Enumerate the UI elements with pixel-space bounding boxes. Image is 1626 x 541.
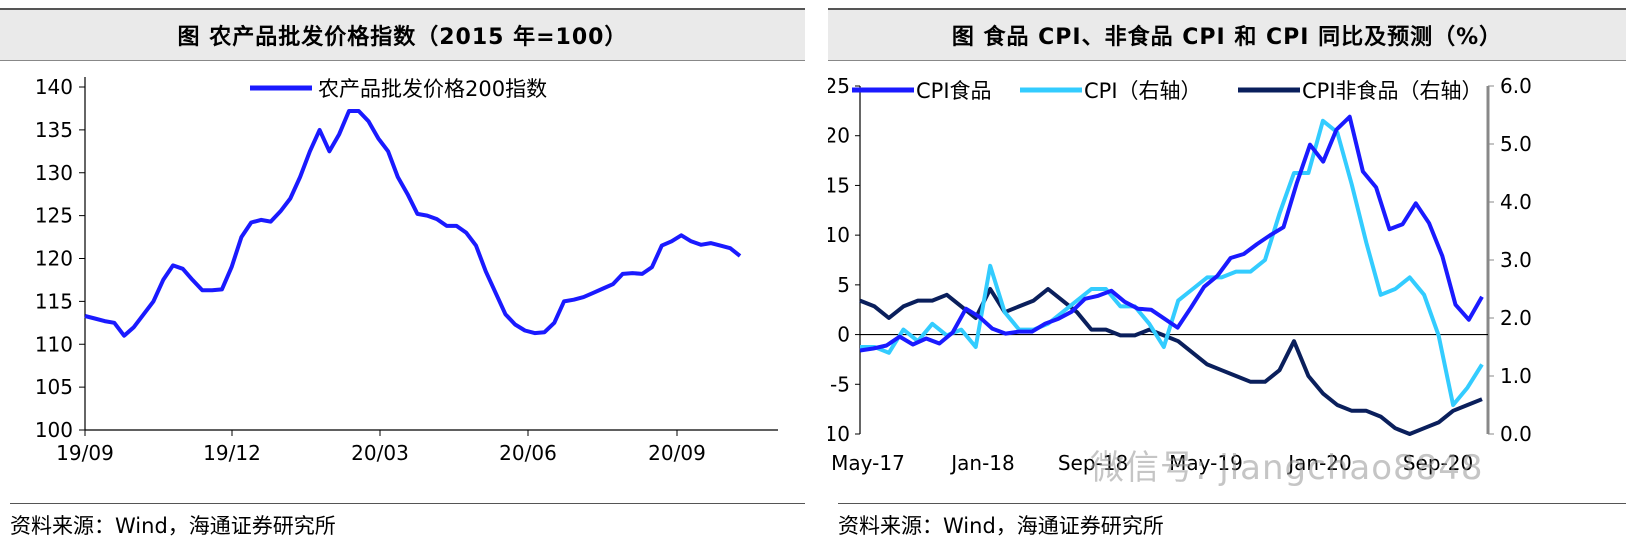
- x-tick-label: 20/06: [499, 441, 557, 465]
- left-chart-svg: 100 105 110 115 120 125 130 135 140 19/09 19/12 20/…: [35, 75, 778, 465]
- x-tick-label: 20/03: [351, 441, 409, 465]
- legend-label-agri-index: 农产品批发价格200指数: [318, 77, 547, 101]
- y-tick-label: 115: [35, 289, 73, 313]
- x-tick-label: 19/09: [56, 441, 114, 465]
- x-tick-label: Jan-18: [949, 451, 1015, 475]
- y-right-tick-label: 1.0: [1500, 364, 1532, 388]
- y-right-tick-label: 3.0: [1500, 248, 1532, 272]
- series-line-agri-index: [84, 109, 742, 338]
- watermark-text: 微信号: jiangchao8848: [1090, 448, 1484, 488]
- x-tick-label: May-19: [1169, 451, 1243, 475]
- y-left-tick-label: -5: [830, 372, 850, 396]
- y-right-tick-label: 6.0: [1500, 74, 1532, 98]
- legend-label-cpi-food: CPI食品: [916, 79, 992, 103]
- series-line-cpi-food: [859, 114, 1484, 353]
- x-tick-label: Sep-20: [1403, 451, 1473, 475]
- right-chart-panel: 图 食品 CPI、非食品 CPI 和 CPI 同比及预测（%） -10 -5 0 5 1…: [828, 0, 1626, 541]
- y-left-tick-label: 20: [828, 124, 850, 148]
- right-chart-title: 图 食品 CPI、非食品 CPI 和 CPI 同比及预测（%）: [828, 8, 1626, 61]
- left-chart-title: 图 农产品批发价格指数（2015 年=100）: [0, 8, 805, 61]
- y-tick-label: 120: [35, 247, 73, 271]
- y-left-tick-label: 0: [837, 323, 850, 347]
- legend-label-cpi: CPI（右轴）: [1084, 79, 1202, 103]
- y-tick-label: 140: [35, 75, 73, 99]
- y-right-tick-label: 5.0: [1500, 132, 1532, 156]
- right-chart-svg: -10 -5 0 5 10 15 20 25 0.0 1.0 2.0 3.0 4.0 5.0 6.0 May-…: [828, 74, 1532, 475]
- left-chart-panel: 图 农产品批发价格指数（2015 年=100） 100 105 110 115 120 1…: [0, 0, 805, 541]
- y-left-tick-label: 5: [837, 273, 850, 297]
- series-line-cpi: [860, 118, 1484, 407]
- y-right-tick-label: 2.0: [1500, 306, 1532, 330]
- x-tick-label: May-17: [831, 451, 905, 475]
- y-left-tick-label: -10: [828, 422, 850, 446]
- y-tick-label: 125: [35, 204, 73, 228]
- y-left-tick-label: 25: [828, 74, 850, 98]
- y-right-tick-label: 0.0: [1500, 422, 1532, 446]
- y-tick-label: 100: [35, 418, 73, 442]
- y-left-tick-label: 10: [828, 223, 850, 247]
- legend-label-cpi-nonfood: CPI非食品（右轴）: [1302, 79, 1483, 103]
- y-tick-label: 105: [35, 375, 73, 399]
- x-tick-label: 20/09: [648, 441, 706, 465]
- x-tick-label: 19/12: [203, 441, 261, 465]
- x-tick-label: Jan-20: [1286, 451, 1352, 475]
- y-tick-label: 130: [35, 161, 73, 185]
- y-left-tick-label: 15: [828, 173, 850, 197]
- left-source-note: 资料来源：Wind，海通证券研究所: [10, 503, 805, 540]
- y-tick-label: 110: [35, 332, 73, 356]
- y-tick-label: 135: [35, 118, 73, 142]
- y-right-tick-label: 4.0: [1500, 190, 1532, 214]
- series-line-cpi-nonfood: [859, 287, 1483, 436]
- x-tick-label: Sep-18: [1058, 451, 1128, 475]
- right-source-note: 资料来源：Wind，海通证券研究所: [838, 503, 1626, 540]
